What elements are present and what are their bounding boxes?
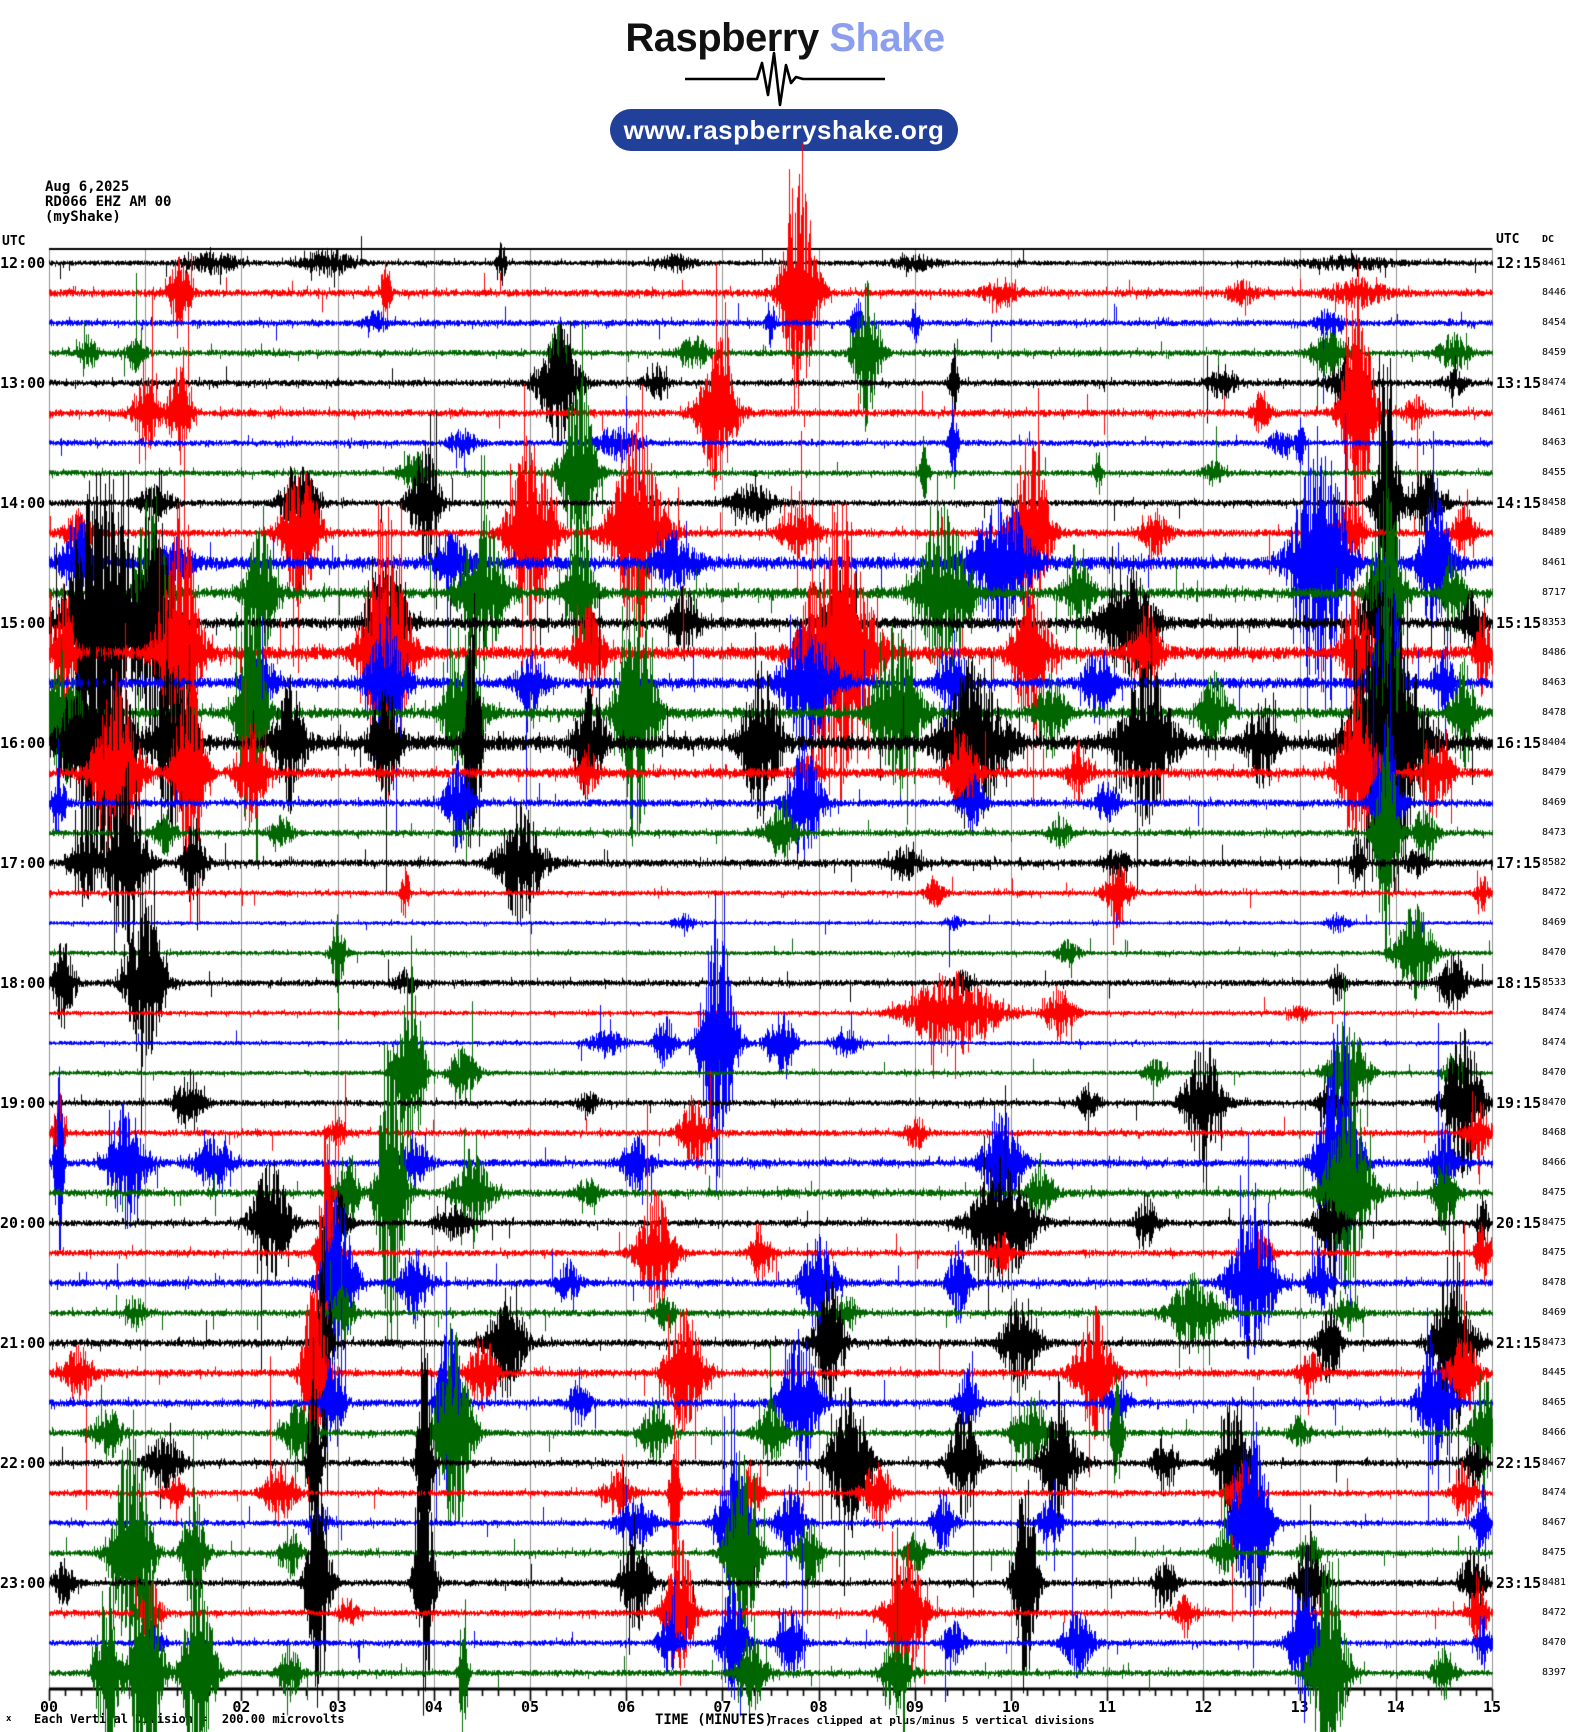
- dc-value: 8473: [1542, 827, 1567, 838]
- utc-right-label: 13:15: [1496, 374, 1542, 392]
- utc-left-label: 21:00: [0, 1334, 46, 1352]
- dc-value: 8533: [1542, 977, 1567, 988]
- clipping-note: Traces clipped at plus/minus 5 vertical …: [770, 1714, 1095, 1727]
- dc-value: 8582: [1542, 857, 1567, 868]
- dc-value: 8470: [1542, 947, 1567, 958]
- dc-value: 8455: [1542, 467, 1567, 478]
- utc-right-label: 19:15: [1496, 1094, 1542, 1112]
- dc-value: 8445: [1542, 1367, 1567, 1378]
- utc-right-label: 22:15: [1496, 1454, 1542, 1472]
- x-tick-label: 13: [1290, 1698, 1309, 1716]
- dc-value: 8474: [1542, 1037, 1567, 1048]
- dc-value: 8474: [1542, 1007, 1567, 1018]
- dc-value: 8461: [1542, 407, 1567, 418]
- website-url-button[interactable]: www.raspberryshake.org: [610, 109, 958, 151]
- dc-value: 8472: [1542, 1607, 1567, 1618]
- dc-value: 8478: [1542, 1277, 1567, 1288]
- dc-value: 8475: [1542, 1247, 1567, 1258]
- utc-left-label: 18:00: [0, 974, 46, 992]
- station-id: RD066 EHZ AM 00: [45, 194, 172, 210]
- dc-value: 8467: [1542, 1457, 1567, 1468]
- x-tick-label: 05: [520, 1698, 540, 1716]
- vertical-division-note: Each Vertical Division = 200.00 microvol…: [34, 1712, 345, 1726]
- dc-value: 8467: [1542, 1517, 1567, 1528]
- dc-value: 8468: [1542, 1127, 1567, 1138]
- utc-header-right: UTC: [1496, 232, 1520, 247]
- x-tick-label: 04: [424, 1698, 443, 1716]
- dc-value: 8465: [1542, 1397, 1567, 1408]
- dc-value: 8463: [1542, 437, 1567, 448]
- utc-right-label: 17:15: [1496, 854, 1542, 872]
- utc-left-label: 20:00: [0, 1214, 46, 1232]
- dc-value: 8461: [1542, 557, 1567, 568]
- utc-right-label: 15:15: [1496, 614, 1542, 632]
- dc-value: 8470: [1542, 1067, 1567, 1078]
- seismic-wave-icon: [685, 51, 885, 107]
- utc-left-label: 23:00: [0, 1574, 46, 1592]
- utc-left-label: 19:00: [0, 1094, 46, 1112]
- dc-value: 8466: [1542, 1157, 1567, 1168]
- dc-value: 8486: [1542, 647, 1567, 658]
- x-tick-label: 12: [1194, 1698, 1213, 1716]
- dc-value: 8481: [1542, 1577, 1567, 1588]
- x-axis-title: TIME (MINUTES): [655, 1712, 774, 1728]
- dc-value: 8717: [1542, 587, 1567, 598]
- dc-value: 8489: [1542, 527, 1567, 538]
- scale-marker: x: [6, 1714, 12, 1724]
- utc-right-label: 20:15: [1496, 1214, 1542, 1232]
- dc-value: 8475: [1542, 1217, 1567, 1228]
- dc-value: 8475: [1542, 1187, 1567, 1198]
- dc-value: 8404: [1542, 737, 1567, 748]
- utc-left-label: 17:00: [0, 854, 46, 872]
- utc-right-label: 21:15: [1496, 1334, 1542, 1352]
- dc-value: 8461: [1542, 257, 1567, 268]
- utc-left-label: 12:00: [0, 254, 46, 272]
- utc-right-label: 23:15: [1496, 1574, 1542, 1592]
- dc-value: 8463: [1542, 677, 1567, 688]
- dc-value: 8474: [1542, 1487, 1567, 1498]
- station-date: Aug 6,2025: [45, 179, 130, 195]
- dc-value: 8475: [1542, 1547, 1567, 1558]
- dc-value: 8473: [1542, 1337, 1567, 1348]
- dc-value: 8479: [1542, 767, 1567, 778]
- dc-value: 8469: [1542, 1307, 1567, 1318]
- dc-value: 8478: [1542, 707, 1567, 718]
- station-network: (myShake): [45, 209, 121, 225]
- utc-left-label: 22:00: [0, 1454, 46, 1472]
- dc-value: 8353: [1542, 617, 1567, 628]
- utc-left-label: 16:00: [0, 734, 46, 752]
- dc-value: 8469: [1542, 797, 1567, 808]
- dc-value: 8454: [1542, 317, 1567, 328]
- x-tick-label: 14: [1386, 1698, 1405, 1716]
- utc-header-left: UTC: [2, 234, 26, 249]
- dc-value: 8470: [1542, 1097, 1567, 1108]
- utc-right-label: 14:15: [1496, 494, 1542, 512]
- x-tick-label: 06: [617, 1698, 636, 1716]
- dc-value: 8459: [1542, 347, 1567, 358]
- dc-value: 8397: [1542, 1667, 1567, 1678]
- utc-right-label: 18:15: [1496, 974, 1542, 992]
- utc-right-label: 12:15: [1496, 254, 1542, 272]
- utc-left-label: 15:00: [0, 614, 46, 632]
- dc-value: 8466: [1542, 1427, 1567, 1438]
- utc-left-label: 14:00: [0, 494, 46, 512]
- utc-left-label: 13:00: [0, 374, 46, 392]
- dc-value: 8472: [1542, 887, 1567, 898]
- x-tick-label: 15: [1482, 1698, 1502, 1716]
- dc-value: 8458: [1542, 497, 1567, 508]
- dc-value: 8446: [1542, 287, 1567, 298]
- utc-right-label: 16:15: [1496, 734, 1542, 752]
- station-info: Aug 6,2025 RD066 EHZ AM 00 (myShake): [45, 180, 171, 225]
- dc-value: 8474: [1542, 377, 1567, 388]
- dc-header: DC: [1542, 234, 1555, 245]
- dc-value: 8469: [1542, 917, 1567, 928]
- dc-value: 8470: [1542, 1637, 1567, 1648]
